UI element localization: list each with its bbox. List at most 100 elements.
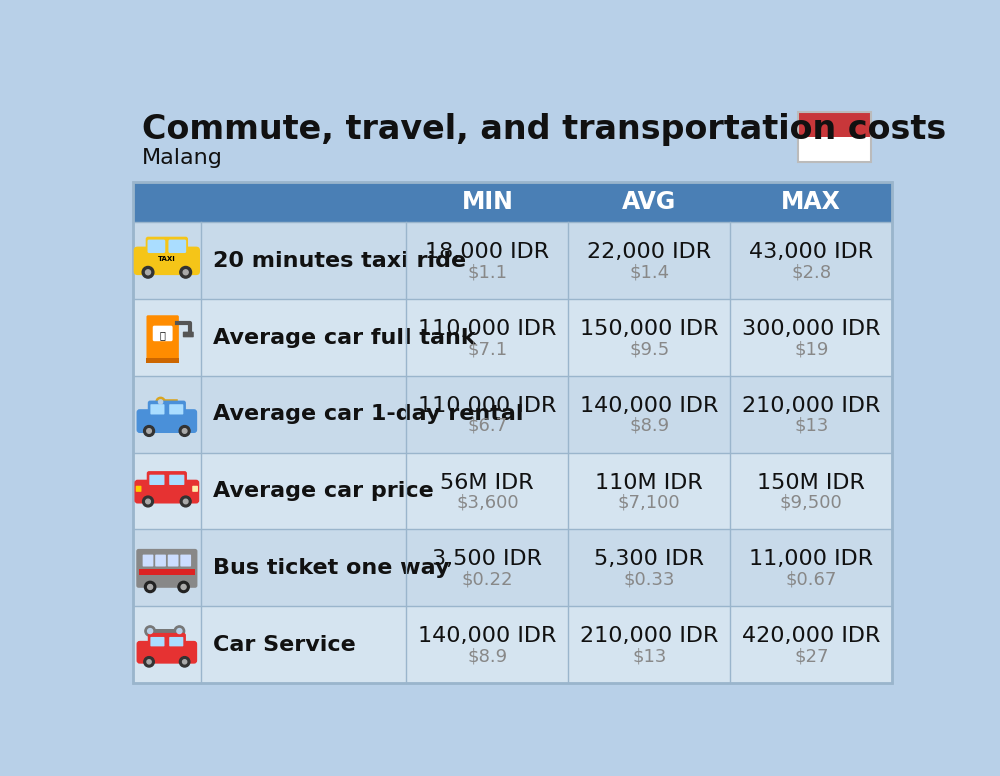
FancyBboxPatch shape bbox=[134, 247, 200, 275]
FancyBboxPatch shape bbox=[133, 300, 892, 376]
Circle shape bbox=[177, 629, 182, 633]
FancyBboxPatch shape bbox=[134, 480, 199, 504]
Text: $13: $13 bbox=[794, 417, 828, 435]
Text: Bus ticket one way: Bus ticket one way bbox=[213, 558, 449, 578]
Text: 💧: 💧 bbox=[160, 331, 166, 341]
FancyBboxPatch shape bbox=[798, 137, 871, 161]
Circle shape bbox=[156, 397, 165, 407]
Text: $13: $13 bbox=[632, 647, 666, 665]
Text: 210,000 IDR: 210,000 IDR bbox=[580, 626, 718, 646]
Text: 300,000 IDR: 300,000 IDR bbox=[742, 319, 881, 339]
FancyBboxPatch shape bbox=[137, 641, 197, 663]
Circle shape bbox=[178, 581, 189, 593]
Text: 11,000 IDR: 11,000 IDR bbox=[749, 549, 873, 570]
Circle shape bbox=[183, 660, 187, 664]
Text: Car Service: Car Service bbox=[213, 635, 355, 655]
FancyBboxPatch shape bbox=[169, 404, 183, 414]
FancyBboxPatch shape bbox=[148, 633, 186, 648]
Circle shape bbox=[183, 499, 188, 504]
Circle shape bbox=[158, 400, 163, 404]
Text: Average car full tank: Average car full tank bbox=[213, 327, 475, 348]
Circle shape bbox=[142, 266, 154, 278]
Text: 18,000 IDR: 18,000 IDR bbox=[425, 242, 549, 262]
Text: 110,000 IDR: 110,000 IDR bbox=[418, 396, 556, 416]
FancyBboxPatch shape bbox=[133, 606, 892, 683]
Text: $7,100: $7,100 bbox=[618, 494, 681, 511]
Circle shape bbox=[179, 656, 190, 667]
Text: MAX: MAX bbox=[781, 190, 841, 214]
Text: Malang: Malang bbox=[142, 147, 223, 168]
FancyBboxPatch shape bbox=[147, 471, 187, 487]
Text: Average car 1-day rental: Average car 1-day rental bbox=[213, 404, 523, 424]
Circle shape bbox=[146, 270, 151, 275]
Circle shape bbox=[145, 626, 155, 636]
Circle shape bbox=[148, 584, 153, 590]
Circle shape bbox=[183, 270, 188, 275]
Text: $0.22: $0.22 bbox=[462, 570, 513, 588]
Text: $1.4: $1.4 bbox=[629, 263, 669, 282]
FancyBboxPatch shape bbox=[146, 315, 179, 362]
Text: $1.1: $1.1 bbox=[467, 263, 507, 282]
FancyBboxPatch shape bbox=[133, 223, 892, 300]
FancyBboxPatch shape bbox=[133, 529, 892, 606]
FancyBboxPatch shape bbox=[139, 569, 195, 575]
Circle shape bbox=[174, 626, 185, 636]
Text: 43,000 IDR: 43,000 IDR bbox=[749, 242, 873, 262]
FancyBboxPatch shape bbox=[150, 629, 179, 633]
FancyBboxPatch shape bbox=[146, 359, 179, 362]
Text: 140,000 IDR: 140,000 IDR bbox=[580, 396, 718, 416]
FancyBboxPatch shape bbox=[153, 326, 173, 341]
Text: 140,000 IDR: 140,000 IDR bbox=[418, 626, 556, 646]
Text: 150,000 IDR: 150,000 IDR bbox=[580, 319, 719, 339]
FancyBboxPatch shape bbox=[133, 452, 892, 529]
Text: TAXI: TAXI bbox=[158, 256, 176, 262]
Circle shape bbox=[180, 266, 192, 278]
FancyBboxPatch shape bbox=[149, 475, 164, 485]
Text: 22,000 IDR: 22,000 IDR bbox=[587, 242, 711, 262]
Text: $7.1: $7.1 bbox=[467, 340, 507, 359]
FancyBboxPatch shape bbox=[169, 475, 184, 485]
Text: 110,000 IDR: 110,000 IDR bbox=[418, 319, 556, 339]
FancyBboxPatch shape bbox=[168, 555, 179, 566]
Text: 420,000 IDR: 420,000 IDR bbox=[742, 626, 880, 646]
Circle shape bbox=[179, 425, 190, 436]
Text: 210,000 IDR: 210,000 IDR bbox=[742, 396, 880, 416]
Text: 5,300 IDR: 5,300 IDR bbox=[594, 549, 704, 570]
Text: $9.5: $9.5 bbox=[629, 340, 669, 359]
FancyBboxPatch shape bbox=[183, 331, 194, 338]
Circle shape bbox=[146, 499, 150, 504]
FancyBboxPatch shape bbox=[136, 549, 197, 587]
Text: $3,600: $3,600 bbox=[456, 494, 519, 511]
FancyBboxPatch shape bbox=[143, 555, 153, 566]
Text: $0.33: $0.33 bbox=[624, 570, 675, 588]
Circle shape bbox=[144, 581, 156, 593]
Text: $8.9: $8.9 bbox=[629, 417, 669, 435]
Circle shape bbox=[147, 660, 151, 664]
Text: 110M IDR: 110M IDR bbox=[595, 473, 703, 493]
FancyBboxPatch shape bbox=[192, 486, 198, 492]
Circle shape bbox=[144, 425, 155, 436]
Text: 150M IDR: 150M IDR bbox=[757, 473, 865, 493]
Circle shape bbox=[147, 428, 151, 433]
FancyBboxPatch shape bbox=[798, 112, 871, 137]
FancyBboxPatch shape bbox=[168, 240, 186, 253]
Text: 3,500 IDR: 3,500 IDR bbox=[432, 549, 542, 570]
FancyBboxPatch shape bbox=[136, 486, 141, 492]
Circle shape bbox=[144, 656, 154, 667]
Circle shape bbox=[180, 496, 191, 507]
FancyBboxPatch shape bbox=[137, 409, 197, 433]
Circle shape bbox=[182, 428, 187, 433]
FancyBboxPatch shape bbox=[169, 637, 183, 646]
Text: $27: $27 bbox=[794, 647, 829, 665]
Text: $8.9: $8.9 bbox=[467, 647, 507, 665]
FancyBboxPatch shape bbox=[150, 637, 164, 646]
FancyBboxPatch shape bbox=[150, 404, 164, 414]
Text: $0.67: $0.67 bbox=[786, 570, 837, 588]
FancyBboxPatch shape bbox=[133, 376, 892, 452]
Text: Average car price: Average car price bbox=[213, 481, 433, 501]
FancyBboxPatch shape bbox=[133, 182, 892, 223]
Text: MIN: MIN bbox=[461, 190, 513, 214]
Circle shape bbox=[143, 496, 153, 507]
FancyBboxPatch shape bbox=[148, 400, 186, 417]
FancyBboxPatch shape bbox=[155, 555, 166, 566]
